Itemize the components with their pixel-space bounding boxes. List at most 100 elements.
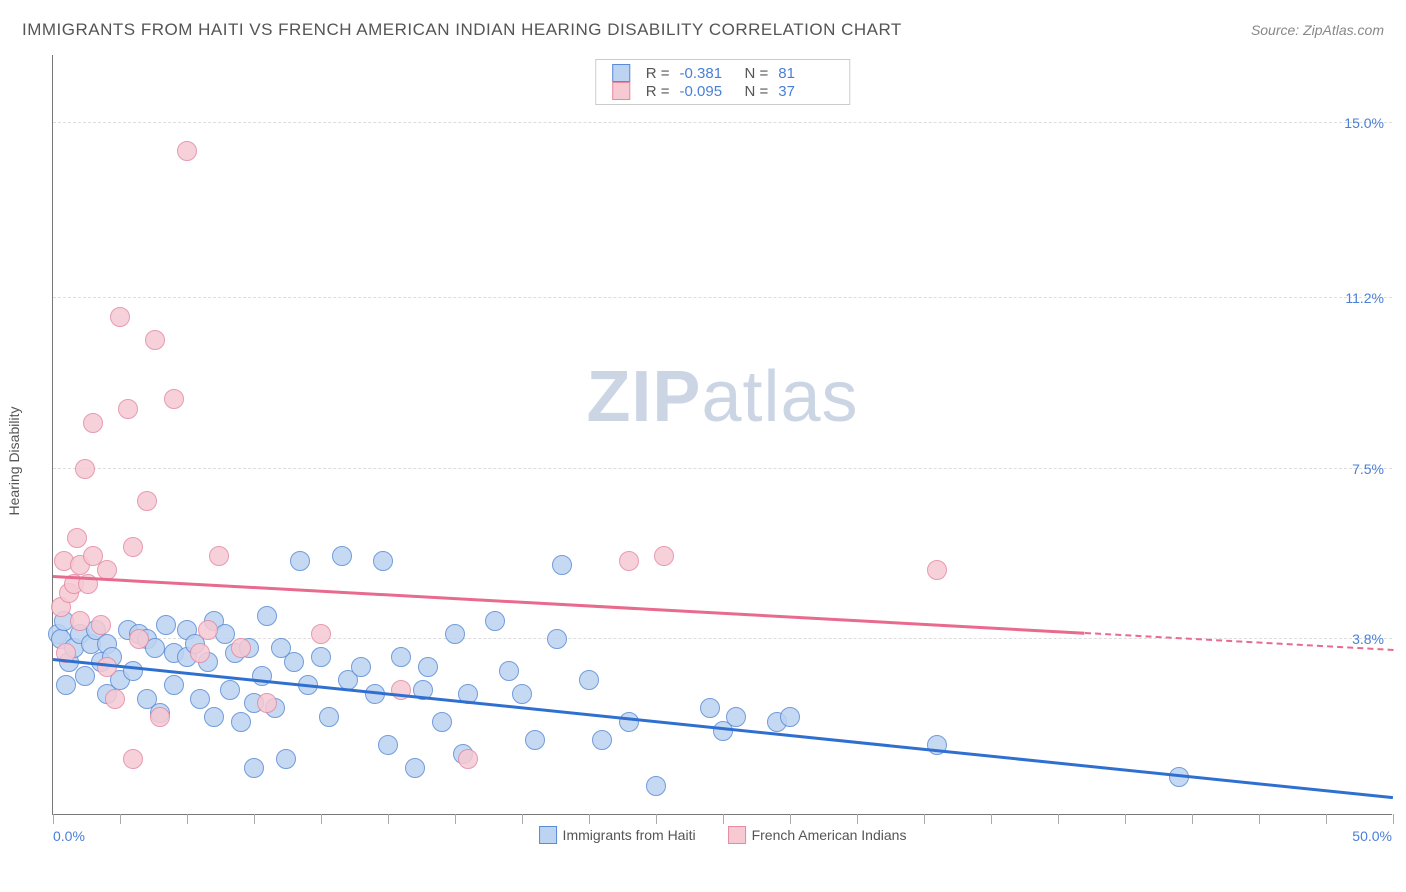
data-point-haiti [579, 670, 599, 690]
x-tick [790, 814, 791, 824]
data-point-haiti [373, 551, 393, 571]
data-point-french_ai [105, 689, 125, 709]
gridline [53, 468, 1392, 469]
data-point-french_ai [619, 551, 639, 571]
x-tick [1326, 814, 1327, 824]
x-tick [1393, 814, 1394, 824]
data-point-haiti [290, 551, 310, 571]
data-point-french_ai [150, 707, 170, 727]
data-point-haiti [525, 730, 545, 750]
data-point-french_ai [927, 560, 947, 580]
y-tick-label: 15.0% [1344, 115, 1384, 131]
stat-n-value: 37 [778, 83, 833, 100]
x-tick [857, 814, 858, 824]
chart-source: Source: ZipAtlas.com [1251, 22, 1384, 38]
data-point-haiti [190, 689, 210, 709]
data-point-haiti [231, 712, 251, 732]
data-point-haiti [332, 546, 352, 566]
stat-n-label: N = [745, 83, 769, 100]
data-point-french_ai [118, 399, 138, 419]
data-point-haiti [592, 730, 612, 750]
data-point-haiti [418, 657, 438, 677]
data-point-haiti [619, 712, 639, 732]
data-point-haiti [204, 707, 224, 727]
stat-n-label: N = [745, 65, 769, 82]
x-tick [254, 814, 255, 824]
trend-line [53, 658, 1393, 799]
data-point-haiti [257, 606, 277, 626]
data-point-french_ai [257, 693, 277, 713]
data-point-haiti [391, 647, 411, 667]
data-point-french_ai [145, 330, 165, 350]
data-point-haiti [75, 666, 95, 686]
data-point-french_ai [123, 749, 143, 769]
data-point-french_ai [190, 643, 210, 663]
data-point-haiti [726, 707, 746, 727]
data-point-french_ai [70, 611, 90, 631]
x-tick [388, 814, 389, 824]
data-point-haiti [156, 615, 176, 635]
data-point-haiti [547, 629, 567, 649]
x-tick [455, 814, 456, 824]
legend-item-haiti: Immigrants from Haiti [539, 826, 696, 844]
x-tick [53, 814, 54, 824]
gridline [53, 122, 1392, 123]
stats-row-haiti: R = -0.381 N = 81 [612, 64, 834, 82]
data-point-haiti [276, 749, 296, 769]
data-point-french_ai [75, 459, 95, 479]
correlation-stats-box: R = -0.381 N = 81 R = -0.095 N = 37 [595, 59, 851, 105]
data-point-french_ai [83, 413, 103, 433]
data-point-haiti [123, 661, 143, 681]
x-tick [321, 814, 322, 824]
data-point-haiti [220, 680, 240, 700]
y-axis-label: Hearing Disability [6, 406, 22, 515]
data-point-french_ai [91, 615, 111, 635]
data-point-french_ai [231, 638, 251, 658]
legend-swatch [612, 64, 630, 82]
stat-r-label: R = [646, 83, 670, 100]
legend-label: French American Indians [752, 827, 907, 843]
x-axis-max-label: 50.0% [1352, 828, 1392, 844]
data-point-haiti [700, 698, 720, 718]
stat-r-label: R = [646, 65, 670, 82]
x-tick [723, 814, 724, 824]
data-point-haiti [378, 735, 398, 755]
data-point-french_ai [129, 629, 149, 649]
x-tick [589, 814, 590, 824]
trend-line-extrapolated [1085, 632, 1393, 651]
stat-r-value: -0.381 [680, 65, 735, 82]
series-legend: Immigrants from Haiti French American Ind… [539, 826, 907, 844]
y-tick-label: 7.5% [1352, 461, 1384, 477]
x-tick [924, 814, 925, 824]
legend-item-french_ai: French American Indians [728, 826, 907, 844]
data-point-french_ai [110, 307, 130, 327]
data-point-french_ai [177, 141, 197, 161]
data-point-haiti [445, 624, 465, 644]
legend-swatch [612, 82, 630, 100]
data-point-french_ai [198, 620, 218, 640]
data-point-haiti [432, 712, 452, 732]
x-tick [1058, 814, 1059, 824]
x-tick [656, 814, 657, 824]
data-point-haiti [512, 684, 532, 704]
x-tick [1125, 814, 1126, 824]
stat-r-value: -0.095 [680, 83, 735, 100]
data-point-haiti [284, 652, 304, 672]
data-point-haiti [164, 675, 184, 695]
y-tick-label: 11.2% [1345, 290, 1384, 306]
gridline [53, 297, 1392, 298]
data-point-haiti [485, 611, 505, 631]
stats-row-french_ai: R = -0.095 N = 37 [612, 82, 834, 100]
data-point-french_ai [123, 537, 143, 557]
stat-n-value: 81 [778, 65, 833, 82]
x-tick [1259, 814, 1260, 824]
x-tick [522, 814, 523, 824]
data-point-haiti [311, 647, 331, 667]
chart-header: IMMIGRANTS FROM HAITI VS FRENCH AMERICAN… [22, 20, 1384, 40]
legend-swatch [728, 826, 746, 844]
x-tick [120, 814, 121, 824]
data-point-haiti [405, 758, 425, 778]
data-point-french_ai [458, 749, 478, 769]
y-tick-label: 3.8% [1352, 631, 1384, 647]
data-point-french_ai [164, 389, 184, 409]
